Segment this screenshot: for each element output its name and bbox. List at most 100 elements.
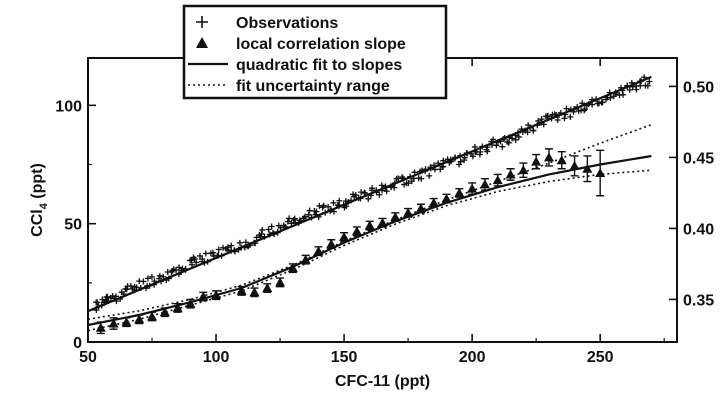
observation-point [191, 256, 198, 263]
slope-point [556, 155, 567, 165]
observation-point [215, 246, 222, 253]
observation-point [158, 278, 165, 285]
slope-point [415, 203, 426, 213]
observation-point [362, 190, 369, 197]
slope-point [313, 246, 324, 256]
observation-point [352, 192, 359, 199]
observation-point [373, 187, 380, 194]
observation-point [146, 282, 153, 289]
y-right-tick-label: 0.35 [683, 292, 714, 309]
uncertainty-line [87, 169, 652, 332]
observation-point [241, 244, 248, 251]
slope-point [236, 285, 247, 295]
observation-point [620, 91, 627, 98]
slope-point [339, 231, 350, 241]
slope-point [582, 163, 593, 173]
legend-label: local correlation slope [236, 36, 406, 53]
observation-point [365, 195, 372, 202]
observation-point [476, 151, 483, 158]
observation-point [419, 167, 426, 174]
observation-point [544, 113, 551, 120]
observation-point [209, 249, 216, 256]
observation-point [411, 169, 418, 176]
slope-point [108, 318, 119, 328]
observation-point [265, 226, 272, 233]
legend-label: fit uncertainty range [236, 78, 390, 95]
observation-point [593, 96, 600, 103]
observation-point [319, 204, 326, 211]
slope-point [211, 290, 222, 300]
slope-point [326, 239, 337, 249]
observation-point [305, 211, 312, 218]
observation-point [193, 259, 200, 266]
observation-point [236, 239, 243, 246]
observation-point [612, 90, 619, 97]
observation-point [334, 202, 341, 209]
observation-point [574, 103, 581, 110]
slope-point [543, 152, 554, 162]
observation-point [297, 218, 304, 225]
observation-point [357, 195, 364, 202]
slope-point [172, 302, 183, 312]
y-left-axis-title: CCl4 (ppt) [29, 163, 50, 237]
observation-point [199, 256, 206, 263]
observation-point [581, 106, 588, 113]
observation-point [606, 89, 613, 96]
observation-point [407, 173, 414, 180]
observation-point [570, 108, 577, 115]
plot-frame [87, 57, 678, 343]
x-tick-label: 100 [203, 349, 230, 366]
observation-point [231, 248, 238, 255]
observation-point [644, 82, 651, 89]
slope-point [518, 165, 529, 175]
slope-point [262, 283, 273, 293]
observation-point [581, 107, 588, 114]
slope-point [531, 156, 542, 166]
observation-point [534, 122, 541, 129]
observation-point [322, 209, 329, 216]
legend-label: Observations [236, 15, 338, 32]
observation-point [308, 214, 315, 221]
slope-point [249, 287, 260, 297]
observation-point [140, 278, 147, 285]
observation-point [567, 113, 574, 120]
observation-point [156, 272, 163, 279]
observation-point [626, 86, 633, 93]
observation-point [471, 143, 478, 150]
slope-point [364, 220, 375, 230]
observation-point [493, 142, 500, 149]
observation-point [505, 139, 512, 146]
slope-point [441, 193, 452, 203]
y-right-tick-label: 0.45 [683, 150, 714, 167]
observation-point [228, 242, 235, 249]
observation-point [646, 78, 653, 85]
observation-point [378, 182, 385, 189]
observation-point [347, 197, 354, 204]
observation-point [176, 264, 183, 271]
observation-point [160, 273, 167, 280]
observation-point [361, 189, 368, 196]
slope-point [492, 175, 503, 185]
observation-point [382, 183, 389, 190]
observation-point [509, 135, 516, 142]
slope-point [595, 168, 606, 178]
slope-point [287, 263, 298, 273]
observation-point [579, 100, 586, 107]
slope-point [479, 179, 490, 189]
observation-point [383, 188, 390, 195]
observation-point [447, 156, 454, 163]
observation-point [301, 213, 308, 220]
observation-point [484, 144, 491, 151]
observation-point [457, 158, 464, 165]
slope-point [159, 307, 170, 317]
observation-point [123, 286, 130, 293]
observation-point [259, 226, 266, 233]
observation-point [548, 115, 555, 122]
observation-point [367, 192, 374, 199]
x-tick-label: 150 [331, 349, 358, 366]
observation-point [638, 78, 645, 85]
observation-point [376, 191, 383, 198]
observation-point [506, 134, 513, 141]
observation-point [561, 115, 568, 122]
